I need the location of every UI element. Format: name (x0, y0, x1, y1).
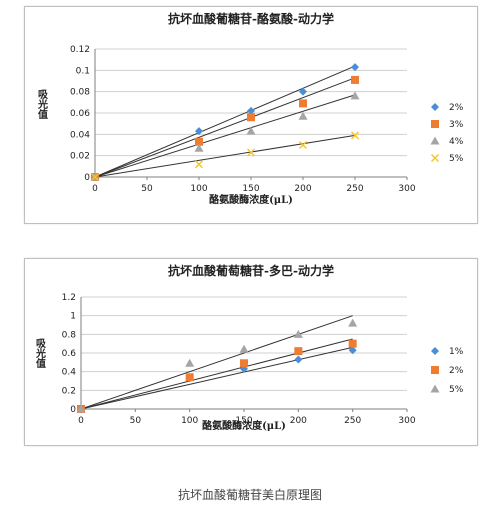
x-tick-label: 0 (78, 416, 84, 426)
x-tick-label: 200 (290, 416, 307, 426)
x-tick-label: 250 (346, 184, 363, 194)
trendline-2pct (94, 65, 356, 178)
data-point-2pct (240, 359, 248, 368)
chart-title: 抗坏血酸葡萄糖苷-多巴-动力学 (168, 263, 334, 278)
y-tick-label: 0.06 (70, 109, 90, 119)
chart-title: 抗坏血酸葡糖苷-酪氨酸-动力学 (168, 11, 334, 26)
data-point-2pct (195, 127, 203, 136)
y-tick-label: 0 (84, 173, 90, 183)
data-point-3pct (351, 75, 359, 84)
data-point-5pct (195, 160, 203, 169)
x-tick-label: 100 (181, 416, 198, 426)
data-point-2pct (294, 347, 303, 356)
legend-marker-3pct (431, 120, 439, 128)
data-point-5pct (348, 318, 358, 327)
data-point-5pct (239, 344, 249, 353)
x-tick-label: 300 (398, 416, 415, 426)
data-point-3pct (299, 99, 307, 108)
data-point-4pct (246, 126, 256, 135)
legend-label: 5% (449, 385, 464, 395)
data-point-4pct (350, 91, 360, 100)
legend-label: 4% (449, 137, 464, 147)
legend-label: 1% (449, 347, 464, 357)
y-tick-label: 1.2 (62, 293, 76, 303)
y-tick-label: 0.08 (70, 88, 90, 98)
y-tick-label: 0.12 (70, 45, 90, 55)
y-axis-label: 吸光值 (36, 89, 49, 120)
data-point-3pct (195, 137, 203, 146)
data-point-1pct (348, 346, 357, 355)
trendline-5pct (80, 315, 353, 410)
y-tick-label: 0.8 (62, 330, 77, 340)
chart-dopa-kinetics-svg: 抗坏血酸葡萄糖苷-多巴-动力学 0 0.2 0.4 0.6 0.8 1 1.2 0 50 100 15… (34, 263, 464, 432)
data-point-5pct (299, 141, 307, 149)
y-tick-label: 0.1 (76, 66, 90, 76)
legend-marker-5pct (431, 154, 439, 162)
legend-marker-2pct (431, 366, 439, 374)
data-point-5pct (76, 404, 86, 413)
y-tick-label: 0.4 (62, 368, 77, 378)
legend-label: 2% (449, 366, 464, 376)
data-point-5pct (91, 173, 99, 181)
x-axis-label: 酪氨酸酶浓度(μL) (202, 419, 286, 432)
legend-label: 3% (449, 120, 464, 130)
x-tick-label: 150 (242, 184, 259, 194)
data-point-2pct (348, 339, 357, 348)
trendline-2pct (80, 338, 353, 410)
figure-caption: 抗坏血酸葡糖苷美白原理图 (177, 488, 322, 502)
chart-dopa-kinetics: 抗坏血酸葡萄糖苷-多巴-动力学 0 0.2 0.4 0.6 0.8 1 1.2 0 50 100 15… (24, 258, 478, 446)
y-tick-label: 0.02 (70, 152, 90, 162)
x-tick-label: 200 (294, 184, 311, 194)
data-point-5pct (247, 148, 255, 157)
data-point-5pct (293, 329, 303, 338)
x-tick-label: 0 (92, 184, 98, 194)
x-tick-label: 150 (235, 416, 252, 426)
y-tick-label: 0 (70, 405, 76, 415)
y-tick-label: 0.04 (70, 130, 90, 140)
data-point-5pct (185, 358, 195, 367)
data-point-4pct (298, 111, 308, 120)
legend-label: 2% (449, 103, 464, 113)
legend-marker-5pct (430, 384, 440, 393)
data-point-5pct (351, 131, 359, 140)
data-point-2pct (299, 87, 307, 96)
legend-marker-4pct (430, 136, 440, 145)
data-point-3pct (247, 113, 255, 122)
legend-marker-2pct (431, 103, 439, 111)
data-point-2pct (185, 373, 194, 382)
data-point-4pct (194, 143, 204, 152)
chart-tyrosine-kinetics: 抗坏血酸葡糖苷-酪氨酸-动力学 0 0.02 0.04 0.06 0.08 0.1 0.12 0… (24, 6, 478, 224)
x-tick-label: 250 (344, 416, 361, 426)
legend-label: 5% (449, 154, 464, 164)
trendline-3pct (94, 77, 356, 178)
trendline-4pct (94, 94, 356, 178)
trendline-5pct (94, 134, 356, 178)
y-tick-label: 0.2 (62, 386, 76, 396)
y-axis-label: 吸光值 (34, 338, 47, 369)
chart-tyrosine-kinetics-svg: 抗坏血酸葡糖苷-酪氨酸-动力学 0 0.02 0.04 0.06 0.08 0.1 0.12 0… (36, 11, 464, 206)
y-tick-label: 1 (70, 312, 76, 322)
data-point-2pct (247, 106, 255, 115)
x-tick-label: 300 (398, 184, 415, 194)
x-tick-label: 50 (141, 184, 153, 194)
x-tick-label: 50 (130, 416, 142, 426)
legend-marker-1pct (431, 347, 439, 355)
trendline-1pct (80, 346, 353, 410)
y-tick-label: 0.6 (62, 349, 77, 359)
x-tick-label: 100 (190, 184, 207, 194)
x-axis-label: 酪氨酸酶浓度(μL) (209, 193, 293, 206)
data-point-1pct (294, 355, 303, 364)
